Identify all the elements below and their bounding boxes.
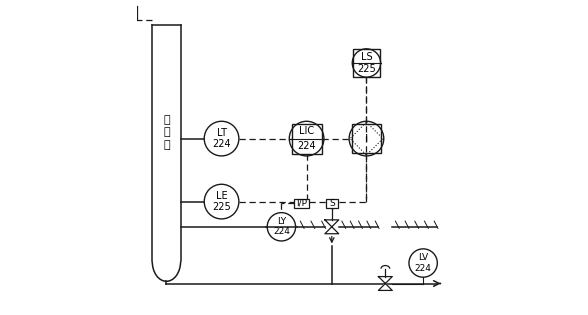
Text: S: S (329, 199, 335, 208)
Polygon shape (325, 220, 339, 234)
Text: 反
应
器: 反 应 器 (163, 115, 170, 150)
FancyBboxPatch shape (326, 199, 338, 208)
FancyBboxPatch shape (295, 199, 309, 208)
Text: LIC: LIC (299, 126, 314, 136)
Text: 225: 225 (357, 64, 376, 74)
Polygon shape (379, 277, 392, 290)
Text: LS: LS (360, 52, 372, 62)
Text: LT
224: LT 224 (212, 128, 231, 149)
Text: 224: 224 (298, 141, 316, 152)
Text: I/P: I/P (296, 199, 308, 208)
Text: LY
224: LY 224 (273, 217, 290, 237)
Text: LV
224: LV 224 (415, 253, 432, 273)
Text: LE
225: LE 225 (212, 191, 231, 212)
Text: I: I (365, 134, 368, 144)
